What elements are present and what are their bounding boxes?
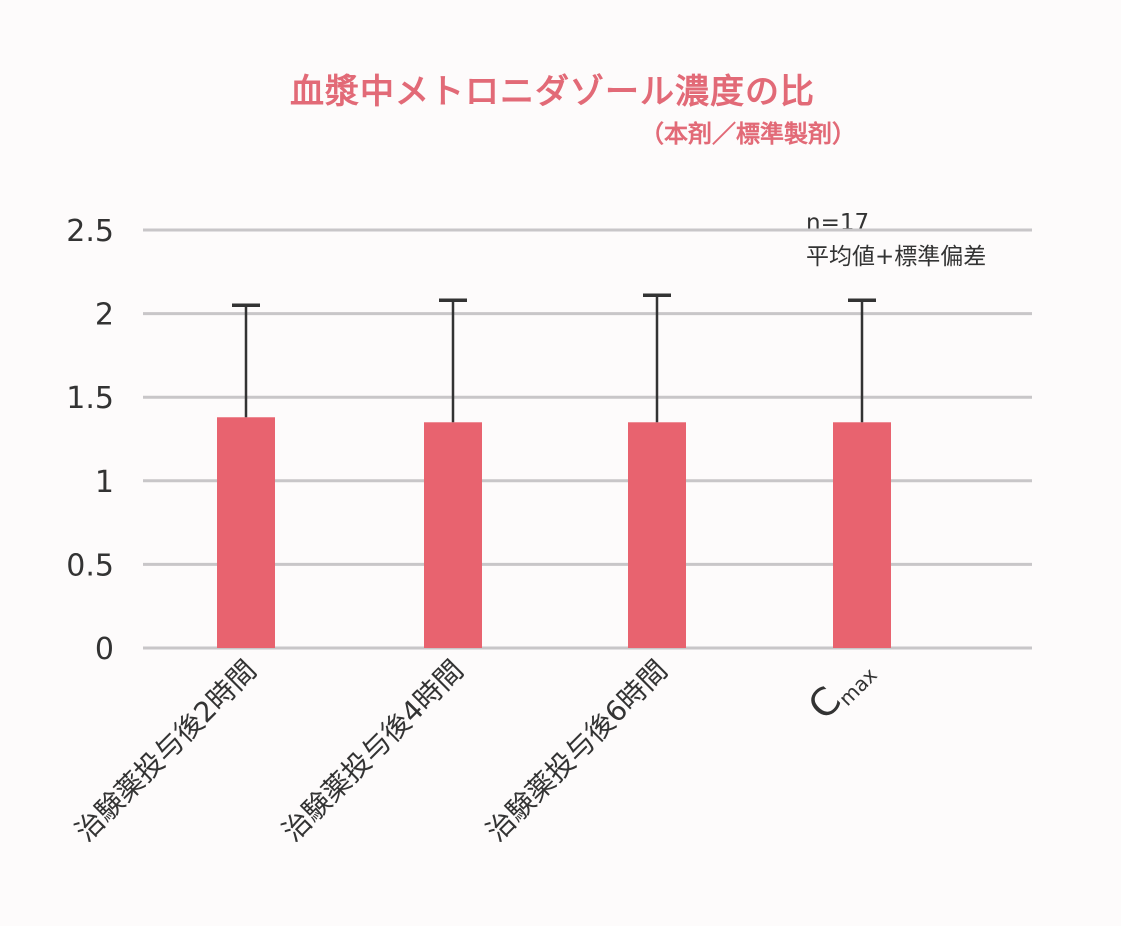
x-category-label: 治験薬投与後4時間 [276, 654, 470, 848]
error-bars [232, 293, 876, 423]
y-tick-label: 0.5 [66, 548, 114, 583]
y-tick-label: 0 [95, 632, 114, 667]
x-category-label: Cmax [800, 647, 882, 729]
gridlines [143, 228, 1032, 650]
y-axis-ticks: 0 0.5 1 1.5 2 2.5 [66, 214, 114, 667]
x-category-label: 治験薬投与後6時間 [480, 654, 674, 848]
chart-note: n=17 平均値+標準偏差 [806, 206, 986, 274]
bar [833, 422, 891, 648]
y-tick-label: 2.5 [66, 214, 114, 249]
y-tick-label: 1 [95, 465, 114, 500]
bar [424, 422, 482, 648]
y-tick-label: 1.5 [66, 381, 114, 416]
statistic-note: 平均値+標準偏差 [806, 244, 987, 270]
bar [628, 422, 686, 648]
x-category-label: 治験薬投与後2時間 [69, 654, 263, 848]
title-block: 血漿中メトロニダゾール濃度の比 （本剤／標準製剤） [0, 0, 1121, 160]
bar [217, 417, 275, 648]
chart-subtitle: （本剤／標準製剤） [640, 120, 856, 148]
x-axis-labels: 治験薬投与後2時間 治験薬投与後4時間 治験薬投与後6時間 Cmax [69, 647, 882, 848]
bars [217, 417, 891, 648]
sample-size-note: n=17 [806, 210, 870, 236]
y-tick-label: 2 [95, 298, 114, 333]
chart-title: 血漿中メトロニダゾール濃度の比 [290, 72, 815, 112]
